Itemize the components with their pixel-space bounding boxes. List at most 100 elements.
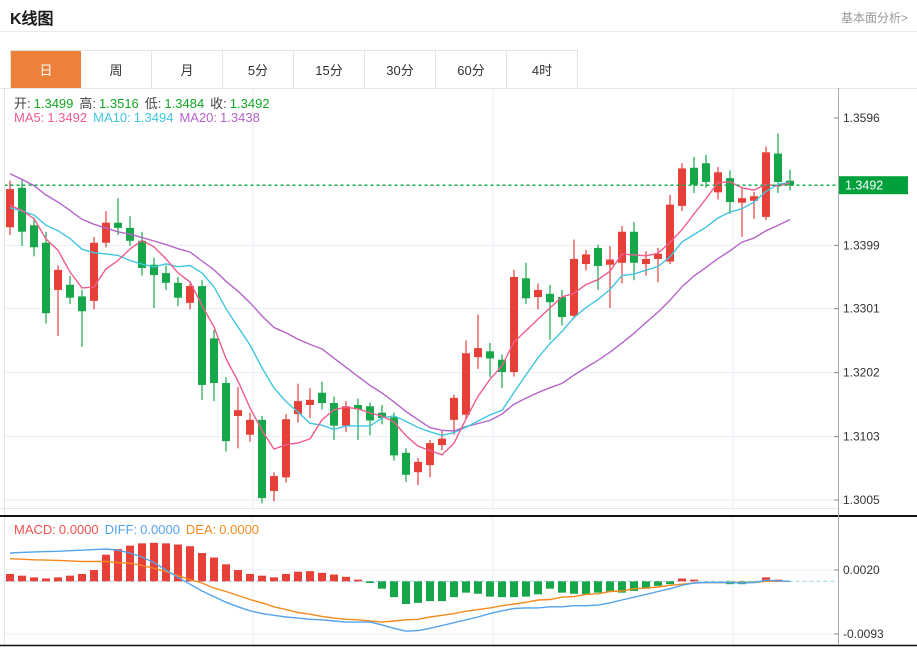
macd-row-value: 0.0000 bbox=[219, 522, 260, 537]
candle-body bbox=[42, 242, 50, 314]
macd-hist-bar bbox=[390, 581, 398, 598]
macd-row-label: DIFF: bbox=[104, 522, 138, 537]
candle-body bbox=[534, 289, 542, 298]
ma10-line bbox=[9, 181, 791, 437]
candle-body bbox=[306, 399, 314, 405]
macd-hist-bar bbox=[690, 579, 698, 582]
candlesticks bbox=[6, 133, 794, 504]
macd-hist-bar bbox=[402, 581, 410, 604]
tab-period-2[interactable]: 月 bbox=[152, 51, 223, 88]
candle-body bbox=[582, 254, 590, 265]
macd-hist-bar bbox=[618, 581, 626, 593]
candle-body bbox=[318, 392, 326, 404]
candle-body bbox=[138, 240, 146, 268]
macd-hist-bar bbox=[534, 581, 542, 595]
macd-row-value: 0.0000 bbox=[140, 522, 180, 537]
price-tick-label: 1.3202 bbox=[843, 366, 880, 380]
candle-body bbox=[630, 231, 638, 263]
tab-period-4[interactable]: 15分 bbox=[294, 51, 365, 88]
macd-hist-bar bbox=[258, 575, 266, 582]
candle-body bbox=[222, 383, 230, 442]
candle-body bbox=[774, 153, 782, 182]
candle-body bbox=[558, 297, 566, 318]
macd-hist-bar bbox=[630, 581, 638, 591]
macd-hist-bar bbox=[66, 575, 74, 582]
period-tab-bar: 日周月 5分 15分 30分 60分 4时 bbox=[10, 50, 578, 89]
macd-hist-bar bbox=[594, 581, 602, 593]
candle-body bbox=[114, 222, 122, 228]
dea-line bbox=[9, 558, 790, 623]
ohlc-row-value: 1.3484 bbox=[164, 96, 205, 111]
candle-body bbox=[738, 198, 746, 203]
macd-hist-bar bbox=[642, 581, 650, 589]
macd-hist-bar bbox=[606, 581, 614, 592]
candle-body bbox=[330, 403, 338, 426]
fundamental-analysis-link[interactable]: 基本面分析> bbox=[840, 11, 908, 25]
macd-hist-bar bbox=[582, 581, 590, 595]
macd-hist-bar bbox=[234, 570, 242, 582]
candle-body bbox=[390, 417, 398, 456]
price-tick-label: 1.3399 bbox=[843, 238, 880, 252]
candle-body bbox=[510, 277, 518, 373]
candle-body bbox=[54, 269, 62, 290]
macd-hist-bar bbox=[270, 577, 278, 582]
candle-body bbox=[66, 284, 74, 298]
ohlc-readout: 开: 1.3499 高: 1.3516 低: 1.3484 收: 1.3492 bbox=[14, 93, 276, 112]
macd-hist-bar bbox=[678, 578, 686, 582]
tab-period-7[interactable]: 4时 bbox=[507, 51, 577, 88]
macd-hist-bar bbox=[318, 572, 326, 582]
candle-body bbox=[102, 222, 110, 243]
macd-hist-bar bbox=[486, 581, 494, 597]
macd-hist-bar bbox=[90, 570, 98, 582]
ma-row-label: MA10: bbox=[93, 110, 131, 125]
ohlc-row-label: 高: bbox=[79, 96, 97, 111]
ma20-line bbox=[9, 173, 791, 432]
candle-body bbox=[570, 258, 578, 316]
ma-row-item: MA10: 1.3494 bbox=[93, 110, 176, 125]
tab-period-5[interactable]: 30分 bbox=[365, 51, 436, 88]
macd-hist-bar bbox=[666, 581, 674, 585]
tab-period-1[interactable]: 周 bbox=[81, 51, 152, 88]
diff-line bbox=[9, 548, 791, 632]
macd-hist-bar bbox=[654, 581, 662, 586]
macd-hist-bar bbox=[438, 581, 446, 602]
ma5-line bbox=[9, 181, 791, 456]
candle-body bbox=[150, 264, 158, 276]
candle-body bbox=[162, 273, 170, 283]
candle-body bbox=[198, 286, 206, 385]
candle-body bbox=[666, 204, 674, 262]
candle-body bbox=[174, 282, 182, 298]
macd-hist-bar bbox=[522, 581, 530, 597]
candle-body bbox=[186, 286, 194, 303]
ohlc-row-label: 开: bbox=[14, 96, 31, 111]
candle-body bbox=[690, 167, 698, 185]
macd-hist-bar bbox=[762, 577, 770, 582]
price-tick-label: 1.3301 bbox=[843, 302, 880, 316]
macd-hist-bar bbox=[330, 574, 338, 582]
ohlc-row-value: 1.3499 bbox=[33, 96, 74, 111]
candle-body bbox=[258, 419, 266, 499]
macd-hist-bar bbox=[426, 581, 434, 602]
macd-hist-bar bbox=[18, 575, 26, 582]
candle-body bbox=[294, 401, 302, 415]
macd-hist-bar bbox=[42, 578, 50, 582]
current-price-tag bbox=[839, 176, 908, 195]
macd-hist-bar bbox=[510, 581, 518, 598]
candle-body bbox=[414, 461, 422, 473]
ma-row-label: MA5: bbox=[14, 110, 45, 125]
macd-row-item: DEA: 0.0000 bbox=[186, 522, 262, 537]
macd-panel: 0.0020 -0.0093 bbox=[4, 542, 884, 641]
candle-body bbox=[486, 351, 494, 359]
macd-hist-bar bbox=[186, 546, 194, 582]
candle-body bbox=[702, 163, 710, 182]
tab-period-0[interactable]: 日 bbox=[11, 51, 81, 88]
tab-period-6[interactable]: 60分 bbox=[436, 51, 507, 88]
candle-body bbox=[462, 353, 470, 415]
macd-hist-bar bbox=[378, 581, 386, 589]
macd-hist-bar bbox=[162, 543, 170, 582]
candle-body bbox=[18, 187, 26, 232]
tab-period-3[interactable]: 5分 bbox=[223, 51, 294, 88]
candle-body bbox=[210, 338, 218, 384]
ohlc-row-item: 低: 1.3484 bbox=[145, 96, 207, 111]
